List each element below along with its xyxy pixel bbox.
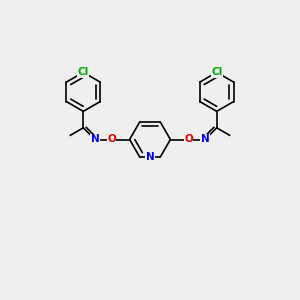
Text: O: O [184,134,193,145]
Text: O: O [107,134,116,145]
Text: Cl: Cl [78,67,89,77]
Text: Cl: Cl [211,67,222,77]
Text: N: N [201,134,209,145]
Text: N: N [91,134,99,145]
Text: N: N [146,152,154,162]
